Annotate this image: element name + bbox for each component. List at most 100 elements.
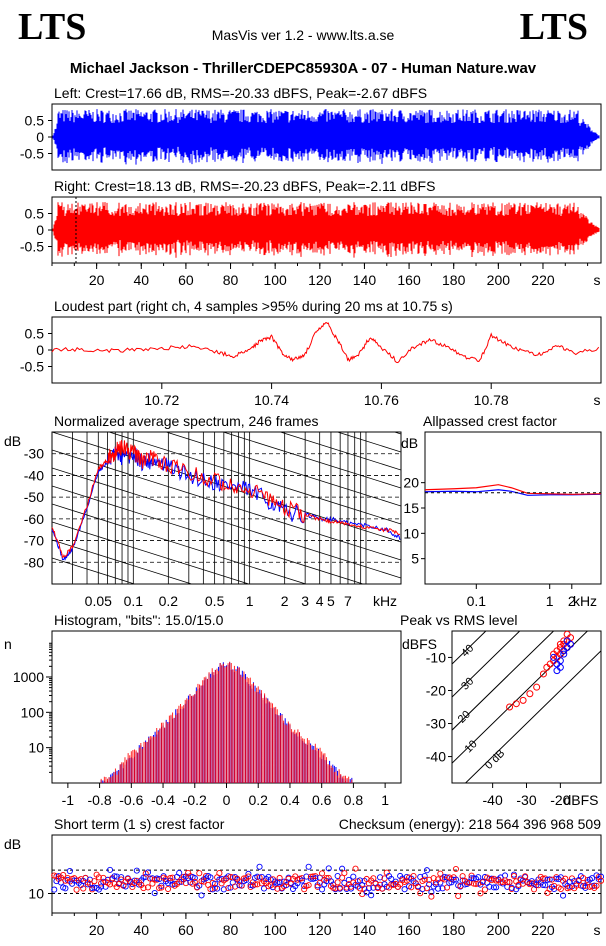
time-xtick-label: 20 [89, 272, 105, 288]
short-crest-left-point [501, 872, 509, 879]
short-crest-left-point [245, 870, 252, 877]
peakrms-diagonal [452, 631, 589, 764]
short-crest-right-point [276, 874, 283, 882]
short-crest-left-point [350, 873, 357, 880]
short-crest-right-point [593, 882, 600, 889]
short-crest-left-point [439, 885, 446, 892]
spectrum-ytick-label: -40 [24, 467, 44, 483]
short-crest-right-point [479, 879, 486, 886]
peakrms-xtick-label: -30 [516, 792, 536, 808]
peakrms-right-point [563, 630, 571, 638]
histogram-ylabel: n [4, 636, 12, 652]
peakrms-right-point [533, 683, 541, 691]
spectrum-xtick-label: 0.1 [124, 593, 144, 609]
short-crest-right-point [73, 886, 80, 893]
peakrms-xlabel: dBFS [563, 792, 598, 808]
loudest-xtick-label: 10.78 [474, 392, 509, 408]
short-crest-right-point [180, 873, 187, 881]
crest-ytick-label: 15 [403, 500, 419, 516]
spectrum-ylabel: dB [4, 433, 21, 449]
spectrum-slope-line [107, 432, 401, 525]
short-crest-right-point [164, 885, 172, 893]
spectrum-xtick-label: 5 [327, 593, 335, 609]
histogram-xtick-label: 0.2 [248, 792, 268, 808]
peakrms-frame [451, 630, 602, 784]
short-crest-right-point [106, 881, 114, 888]
short-crest-right-point [515, 881, 522, 888]
short-crest-right-point [464, 879, 471, 886]
spectrum-title: Normalized average spectrum, 246 frames [54, 413, 319, 429]
short-crest-left-point [544, 876, 551, 883]
peakrms-left-point [563, 644, 571, 652]
short-crest-right-point [225, 884, 232, 892]
short-crest-left-point [144, 869, 152, 876]
spectrum-slope-line [164, 432, 401, 507]
peakrms-left-point [556, 663, 564, 671]
peakrms-right-point [543, 663, 551, 671]
spectrum-slope-line [52, 485, 365, 584]
short-crest-left-point [301, 882, 308, 889]
peakrms-xtick-label: -40 [483, 792, 503, 808]
crest-ytick-label: 20 [403, 475, 419, 491]
short-crest-right-point [227, 873, 234, 880]
short-crest-left-point [113, 873, 120, 880]
histogram-xtick-label: -0.4 [151, 792, 175, 808]
time-xtick-label: 60 [178, 272, 194, 288]
peakrms-right-point [567, 634, 575, 642]
peakrms-ylabel: dBFS [402, 636, 437, 652]
time-unit-label: s [594, 272, 601, 288]
left-waveform-signal [52, 109, 600, 165]
peakrms-diagonal [464, 650, 601, 783]
peakrms-diagonal-label: 0 dB [483, 747, 507, 771]
short-crest-left-point [227, 884, 234, 891]
short-crest-left-point [368, 892, 375, 899]
short-crest-right-point [557, 885, 564, 893]
short-crest-xtick-label: 60 [178, 922, 194, 938]
short-crest-left-point [452, 876, 459, 883]
short-crest-right-point [216, 870, 223, 877]
crest-xtick-label: 1 [546, 593, 554, 609]
short-crest-right-point [410, 873, 417, 880]
short-crest-right-point [95, 874, 102, 881]
short-crest-right-point [252, 881, 259, 888]
short-crest-right-point [334, 879, 341, 886]
short-crest-xtick-label: 20 [89, 922, 105, 938]
right-waveform-ytick-label: -0.5 [20, 239, 44, 255]
crest-xtick-label: 2 [568, 593, 576, 609]
spectrum-slope-line [52, 449, 401, 561]
loudest-xtick-label: 10.74 [254, 392, 289, 408]
histogram-ytick-label: 10 [28, 740, 44, 756]
short-crest-left-point [276, 879, 283, 886]
time-xtick-label: 180 [442, 272, 466, 288]
short-crest-right-point [91, 878, 98, 885]
short-crest-left-point [318, 886, 326, 893]
short-crest-xtick-label: 160 [397, 922, 421, 938]
peakrms-left-point [567, 640, 575, 648]
spectrum-slope-line [52, 503, 308, 584]
spectrum-slope-line [336, 432, 401, 453]
short-crest-right-point [481, 886, 489, 893]
short-crest-left-point [151, 890, 158, 897]
time-xtick-label: 160 [397, 272, 421, 288]
crest-ytick-label: 10 [403, 525, 419, 541]
short-crest-right-point [470, 880, 477, 887]
histogram-xtick-label: 0.8 [344, 792, 364, 808]
spectrum-slope-line [52, 539, 193, 584]
checksum-text: Checksum (energy): 218 564 396 968 509 [339, 816, 601, 832]
short-crest-right-point [80, 885, 87, 892]
crest-ylabel: dB [401, 435, 418, 451]
peakrms-diagonal-label: 10 [463, 738, 480, 755]
short-crest-left-point [428, 889, 435, 896]
short-crest-left-point [533, 882, 540, 889]
peakrms-right-point [556, 640, 564, 648]
short-crest-right-point [169, 874, 176, 881]
spectrum-slope-line [221, 432, 401, 489]
short-crest-xtick-label: 220 [531, 922, 555, 938]
histogram-xtick-label: 1 [381, 792, 389, 808]
short-crest-right-point [182, 880, 189, 887]
peakrms-xtick-label: -20 [550, 792, 570, 808]
file-title: Michael Jackson - ThrillerCDEPC85930A - … [69, 60, 537, 77]
short-crest-left-point [211, 880, 218, 887]
short-crest-left-point [589, 875, 596, 882]
spectrum-frame [51, 431, 402, 585]
